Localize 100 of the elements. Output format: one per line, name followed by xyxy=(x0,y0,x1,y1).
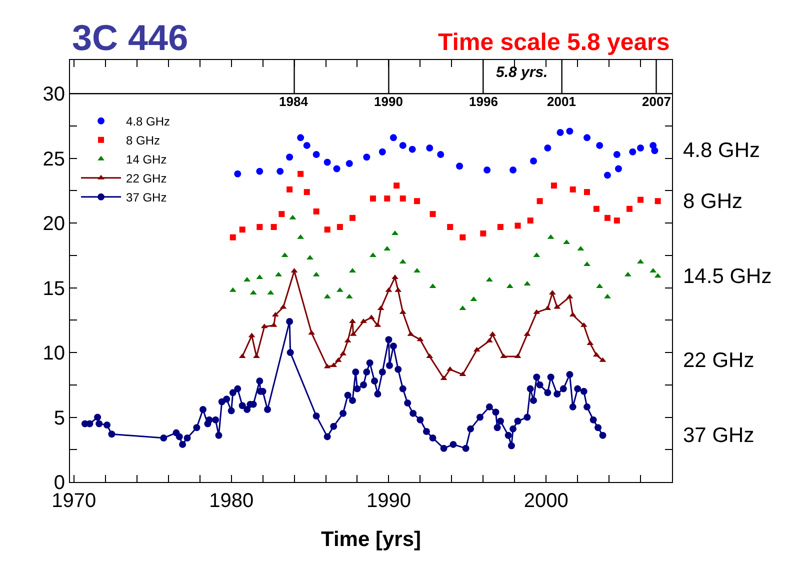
y-tick-label: 25 xyxy=(42,148,65,170)
point xyxy=(392,274,398,279)
text: 4.8 GHz xyxy=(683,139,760,162)
point xyxy=(304,189,310,196)
point xyxy=(384,196,390,202)
point xyxy=(484,166,491,174)
point xyxy=(426,144,434,152)
point xyxy=(460,234,466,240)
point xyxy=(544,144,552,152)
y-tick-label: 30 xyxy=(42,84,65,106)
point xyxy=(654,198,661,204)
point xyxy=(286,186,293,192)
point xyxy=(349,318,356,323)
point xyxy=(256,224,263,230)
point xyxy=(527,218,534,224)
point xyxy=(651,147,658,154)
y-tick-label: 20 xyxy=(42,213,65,236)
point xyxy=(626,206,633,212)
point xyxy=(324,158,331,166)
point xyxy=(336,224,343,230)
point xyxy=(230,234,236,240)
point xyxy=(378,148,386,156)
point xyxy=(456,162,464,170)
point xyxy=(256,168,264,175)
point xyxy=(556,128,564,136)
ref-line-label: 2001 xyxy=(547,94,576,109)
point xyxy=(394,182,400,189)
point xyxy=(392,230,398,235)
point xyxy=(306,255,314,260)
point xyxy=(324,226,330,233)
point xyxy=(360,318,367,323)
legend-label: 22 GHz xyxy=(126,172,167,186)
point xyxy=(497,224,504,230)
x-axis-title: Time [yrs] xyxy=(321,528,421,552)
y-tick-label: 10 xyxy=(42,342,65,365)
point xyxy=(275,272,282,276)
point xyxy=(346,160,353,168)
point xyxy=(584,189,590,196)
point xyxy=(333,165,340,172)
point xyxy=(430,211,436,218)
point xyxy=(604,294,611,298)
point xyxy=(399,142,406,149)
point xyxy=(270,224,277,230)
point xyxy=(584,262,590,266)
chart-title: 3C 446 xyxy=(72,17,188,58)
ref-line-label: 1984 xyxy=(279,94,309,109)
point xyxy=(437,151,444,158)
point xyxy=(596,142,604,149)
point xyxy=(312,151,320,158)
point xyxy=(550,182,557,189)
legend-label: 14 GHz xyxy=(126,152,167,167)
ref-line-label: 2007 xyxy=(642,94,671,109)
ref-line-label: 1990 xyxy=(374,94,403,109)
point xyxy=(239,226,246,233)
point xyxy=(278,211,285,218)
text: 14.5 GHz xyxy=(683,265,772,288)
point xyxy=(414,198,420,204)
point xyxy=(313,208,320,214)
point xyxy=(604,172,611,179)
point xyxy=(637,144,644,152)
text: 8 GHz xyxy=(683,190,743,213)
point xyxy=(593,206,600,212)
point xyxy=(408,146,416,153)
point xyxy=(604,214,610,221)
point xyxy=(480,230,486,236)
point xyxy=(286,154,294,161)
chart-subtitle: Time scale 5.8 years xyxy=(438,29,670,56)
point xyxy=(297,134,304,142)
text: 22 GHz xyxy=(683,349,754,372)
legend-label: 37 GHz xyxy=(126,190,167,205)
point xyxy=(613,151,620,158)
point xyxy=(566,128,574,135)
point xyxy=(510,166,517,174)
point xyxy=(400,196,406,202)
point xyxy=(363,154,370,161)
point xyxy=(584,134,591,142)
point xyxy=(350,214,356,221)
point xyxy=(514,222,521,229)
point xyxy=(637,258,644,264)
x-tick-label: 1990 xyxy=(366,490,411,512)
point xyxy=(629,148,636,156)
x-tick-label: 2000 xyxy=(524,490,568,512)
point xyxy=(370,252,376,257)
x-tick-label: 1980 xyxy=(209,490,254,512)
point xyxy=(638,196,644,203)
point xyxy=(303,142,310,149)
point xyxy=(298,170,304,177)
annotation: 5.8 yrs. xyxy=(496,64,548,81)
legend-label: 8 GHz xyxy=(126,134,160,148)
point xyxy=(530,157,537,164)
point xyxy=(276,168,284,175)
y-tick-label: 5 xyxy=(54,407,65,430)
point xyxy=(234,170,242,178)
ref-line-label: 1996 xyxy=(469,94,498,109)
legend-label: 4.8 GHz xyxy=(126,114,170,129)
point xyxy=(614,165,622,172)
point xyxy=(614,218,620,224)
point xyxy=(447,224,454,230)
point xyxy=(570,186,576,192)
point xyxy=(390,134,397,142)
